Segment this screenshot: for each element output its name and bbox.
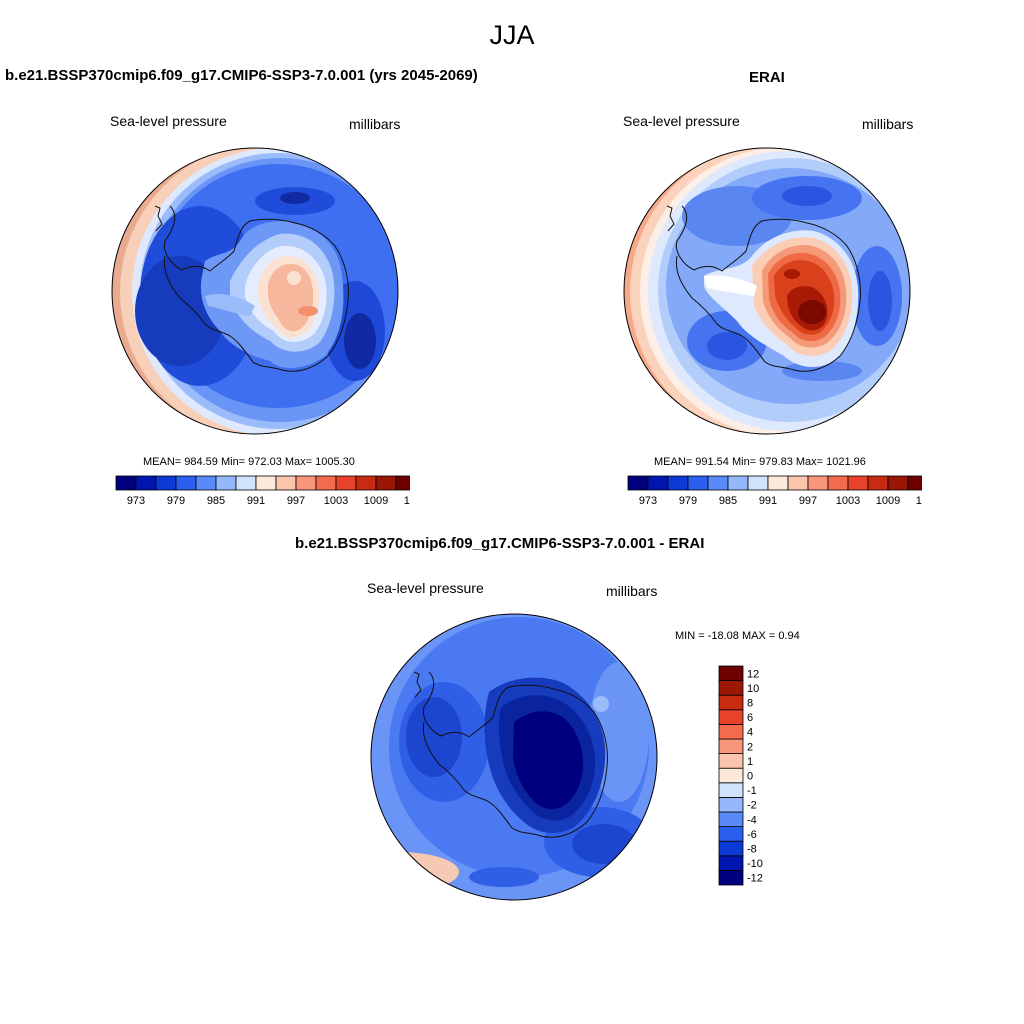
diff-colorbar-tick-label: 10: [747, 683, 759, 695]
obs-colorbar: 973 979 985 991 997 1003 1009 1015: [627, 475, 922, 507]
model-colorbar-tick-label: 1003: [324, 495, 348, 507]
diff-units-label: millibars: [606, 583, 658, 599]
model-colorbar-swatch: [175, 475, 197, 491]
obs-colorbar-tick-label: 991: [759, 495, 777, 507]
diff-colorbar-tick-label: -6: [747, 829, 757, 841]
obs-colorbar-swatch: [847, 475, 869, 491]
obs-colorbar-swatch: [707, 475, 729, 491]
diff-colorbar-swatch: [718, 738, 744, 755]
page-title: JJA: [489, 20, 535, 50]
diff-colorbar-tick-label: 2: [747, 741, 753, 753]
diff-colorbar-swatch: [718, 855, 744, 871]
obs-panel-title: ERAI: [749, 69, 785, 86]
obs-colorbar-swatch: [747, 475, 769, 491]
obs-colorbar-swatch: [727, 475, 749, 491]
model-colorbar-tick-label: 991: [247, 495, 265, 507]
diff-colorbar-tick-label: 8: [747, 698, 753, 710]
obs-field-label: Sea-level pressure: [623, 113, 740, 129]
model-stats: MEAN= 984.59 Min= 972.03 Max= 1005.30: [143, 456, 355, 468]
diff-colorbar-tick-label: 0: [747, 771, 753, 783]
model-colorbar-swatch: [235, 475, 257, 491]
diff-colorbar-tick-label: 12: [747, 668, 759, 680]
diff-colorbar-tick-label: 1: [747, 756, 753, 768]
model-colorbar: 973 979 985 991 997 1003 1009 1015: [115, 475, 410, 507]
diff-colorbar-swatch: [718, 724, 744, 740]
model-colorbar-swatch: [135, 475, 157, 491]
obs-colorbar-swatch: [767, 475, 789, 491]
obs-colorbar-swatch: [627, 475, 649, 491]
obs-colorbar-tick-label: 973: [639, 495, 657, 507]
model-colorbar-swatch: [215, 475, 237, 491]
model-polar-map: [111, 147, 399, 435]
obs-colorbar-swatch: [867, 475, 889, 491]
model-colorbar-swatch: [195, 475, 217, 491]
obs-colorbar-swatch: [687, 475, 709, 491]
model-colorbar-tick-label: 973: [127, 495, 145, 507]
model-colorbar-tick-label: 997: [287, 495, 305, 507]
obs-units-label: millibars: [862, 116, 914, 132]
diff-colorbar-swatch: [718, 767, 744, 784]
diff-colorbar-swatch: [718, 869, 744, 886]
model-colorbar-tick-label: 1009: [364, 495, 388, 507]
obs-colorbar-tick-label: 1003: [836, 495, 860, 507]
model-colorbar-swatch: [155, 475, 177, 491]
model-field-label: Sea-level pressure: [110, 113, 227, 129]
obs-colorbar-tick-label: 997: [799, 495, 817, 507]
diff-colorbar-swatch: [718, 709, 744, 725]
model-colorbar-swatch: [295, 475, 317, 491]
obs-colorbar-swatch: [647, 475, 669, 491]
model-colorbar-swatch: [375, 475, 397, 491]
diff-colorbar-swatch: [718, 840, 744, 857]
obs-colorbar-tick-label: 1015: [916, 495, 922, 507]
model-panel-title: b.e21.BSSP370cmip6.f09_g17.CMIP6-SSP3-7.…: [5, 67, 478, 84]
diff-colorbar-tick-label: -10: [747, 858, 763, 870]
model-units-label: millibars: [349, 116, 401, 132]
diff-colorbar-swatch: [718, 811, 744, 828]
obs-stats: MEAN= 991.54 Min= 979.83 Max= 1021.96: [654, 456, 866, 468]
diff-colorbar-swatch: [718, 782, 744, 798]
diff-colorbar-tick-label: 4: [747, 727, 753, 739]
model-colorbar-tick-label: 985: [207, 495, 225, 507]
diff-colorbar-swatch: [718, 753, 744, 769]
model-colorbar-swatch: [335, 475, 357, 491]
obs-colorbar-swatch: [887, 475, 909, 491]
obs-colorbar-swatch: [787, 475, 809, 491]
obs-colorbar-tick-label: 1009: [876, 495, 900, 507]
model-colorbar-tick-label: 979: [167, 495, 185, 507]
model-colorbar-swatch: [115, 475, 137, 491]
diff-field-label: Sea-level pressure: [367, 580, 484, 596]
model-colorbar-swatch: [255, 475, 277, 491]
diff-polar-map: [370, 613, 658, 901]
diff-panel-title: b.e21.BSSP370cmip6.f09_g17.CMIP6-SSP3-7.…: [295, 535, 705, 552]
obs-polar-map: [623, 147, 911, 435]
obs-colorbar-tick-label: 985: [719, 495, 737, 507]
obs-colorbar-swatch: [667, 475, 689, 491]
model-colorbar-tick-label: 1015: [404, 495, 410, 507]
diff-colorbar-swatch: [718, 826, 744, 842]
diff-colorbar-tick-label: -4: [747, 814, 757, 826]
obs-colorbar-swatch: [907, 475, 922, 491]
diff-colorbar-tick-label: -12: [747, 873, 763, 885]
diff-colorbar-tick-label: -8: [747, 844, 757, 856]
model-colorbar-swatch: [395, 475, 410, 491]
diff-colorbar-swatch: [718, 694, 744, 711]
model-colorbar-swatch: [275, 475, 297, 491]
model-colorbar-swatch: [315, 475, 337, 491]
model-colorbar-swatch: [355, 475, 377, 491]
diff-colorbar-tick-label: 6: [747, 712, 753, 724]
obs-colorbar-tick-label: 979: [679, 495, 697, 507]
diff-colorbar-swatch: [718, 796, 744, 813]
diff-colorbar-swatch: [718, 680, 744, 696]
diff-colorbar-tick-label: -2: [747, 800, 757, 812]
diff-stats: MIN = -18.08 MAX = 0.94: [675, 630, 800, 642]
diff-colorbar-tick-label: -1: [747, 785, 757, 797]
obs-colorbar-swatch: [827, 475, 849, 491]
obs-colorbar-swatch: [807, 475, 829, 491]
diff-colorbar-swatch: [718, 665, 744, 682]
